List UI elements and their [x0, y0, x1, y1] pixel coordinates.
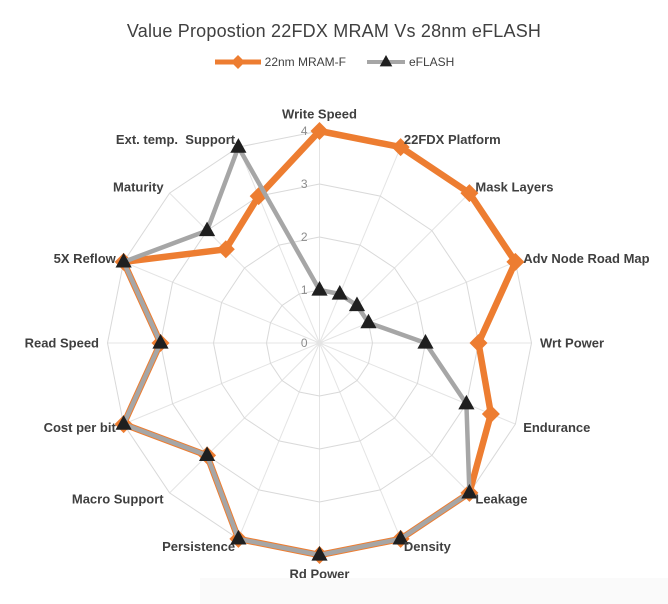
category-label: Mask Layers — [475, 180, 553, 195]
category-label: Read Speed — [25, 336, 99, 351]
radial-tick-label: 1 — [301, 283, 308, 297]
radar-gridline-ring — [212, 236, 427, 450]
diamond-marker-icon — [310, 122, 329, 140]
triangle-marker-icon — [115, 415, 132, 430]
legend-swatch-triangle-icon — [366, 55, 405, 67]
category-label: Ext. temp. Support — [116, 132, 236, 147]
triangle-marker-icon — [461, 483, 478, 499]
diamond-marker-icon — [391, 138, 410, 157]
category-label: Density — [404, 539, 452, 554]
triangle-marker-icon — [331, 285, 348, 300]
series-line — [121, 144, 472, 558]
category-label: Leakage — [475, 491, 527, 506]
diamond-marker-icon — [469, 334, 488, 352]
legend: 22nm MRAM-F eFLASH — [0, 54, 668, 70]
triangle-marker-icon — [348, 296, 366, 312]
triangle-marker-icon — [392, 529, 409, 545]
diamond-marker-icon — [506, 252, 525, 271]
category-label: Rd Power — [290, 567, 350, 582]
legend-label-mram: 22nm MRAM-F — [264, 55, 346, 69]
triangle-marker-icon — [198, 221, 216, 237]
series-eflash — [115, 138, 478, 561]
triangle-marker-icon — [417, 334, 434, 349]
diamond-marker-icon — [230, 55, 245, 69]
diamond-marker-icon — [481, 404, 500, 423]
triangle-marker-icon — [379, 55, 393, 67]
background-strip — [200, 578, 668, 604]
diamond-marker-icon — [216, 240, 235, 259]
radial-axis-labels: 0 1 2 3 4 — [301, 124, 308, 350]
triangle-marker-icon — [230, 138, 247, 153]
category-label: 22FDX Platform — [404, 132, 501, 147]
category-label: 5X Reflow — [54, 251, 117, 266]
category-labels: Write Speed 22FDX Platform Mask Layers Adv … — [25, 107, 650, 582]
triangle-marker-icon — [311, 281, 328, 296]
radial-tick-label: 0 — [301, 336, 308, 350]
triangle-marker-icon — [198, 446, 216, 462]
diamond-marker-icon — [460, 184, 479, 203]
radial-tick-label: 4 — [301, 124, 308, 138]
radial-tick-label: 3 — [301, 177, 308, 191]
triangle-marker-icon — [152, 334, 169, 349]
triangle-marker-icon — [115, 252, 132, 268]
legend-item-mram: 22nm MRAM-F — [214, 54, 346, 70]
triangle-marker-icon — [458, 394, 475, 410]
legend-label-eflash: eFLASH — [408, 55, 455, 69]
triangle-marker-icon — [230, 529, 247, 545]
category-label: Write Speed — [282, 107, 357, 122]
triangle-marker-icon — [360, 313, 377, 329]
legend-item-eflash: eFLASH — [366, 54, 454, 70]
legend-swatch-diamond-icon — [214, 55, 261, 69]
radar-gridline-ring — [159, 183, 480, 503]
chart-title: Value Propostion 22FDX MRAM Vs 28nm eFLA… — [126, 21, 542, 41]
category-label: Wrt Power — [540, 336, 604, 351]
category-label: Maturity — [113, 180, 164, 195]
category-label: Adv Node Road Map — [523, 251, 649, 266]
category-label: Endurance — [523, 420, 590, 435]
category-label: Macro Support — [72, 491, 164, 506]
radial-tick-label: 2 — [301, 230, 308, 244]
category-label: Persistence — [162, 539, 235, 554]
triangle-marker-icon — [311, 546, 328, 561]
category-label: Cost per bit — [44, 420, 117, 435]
